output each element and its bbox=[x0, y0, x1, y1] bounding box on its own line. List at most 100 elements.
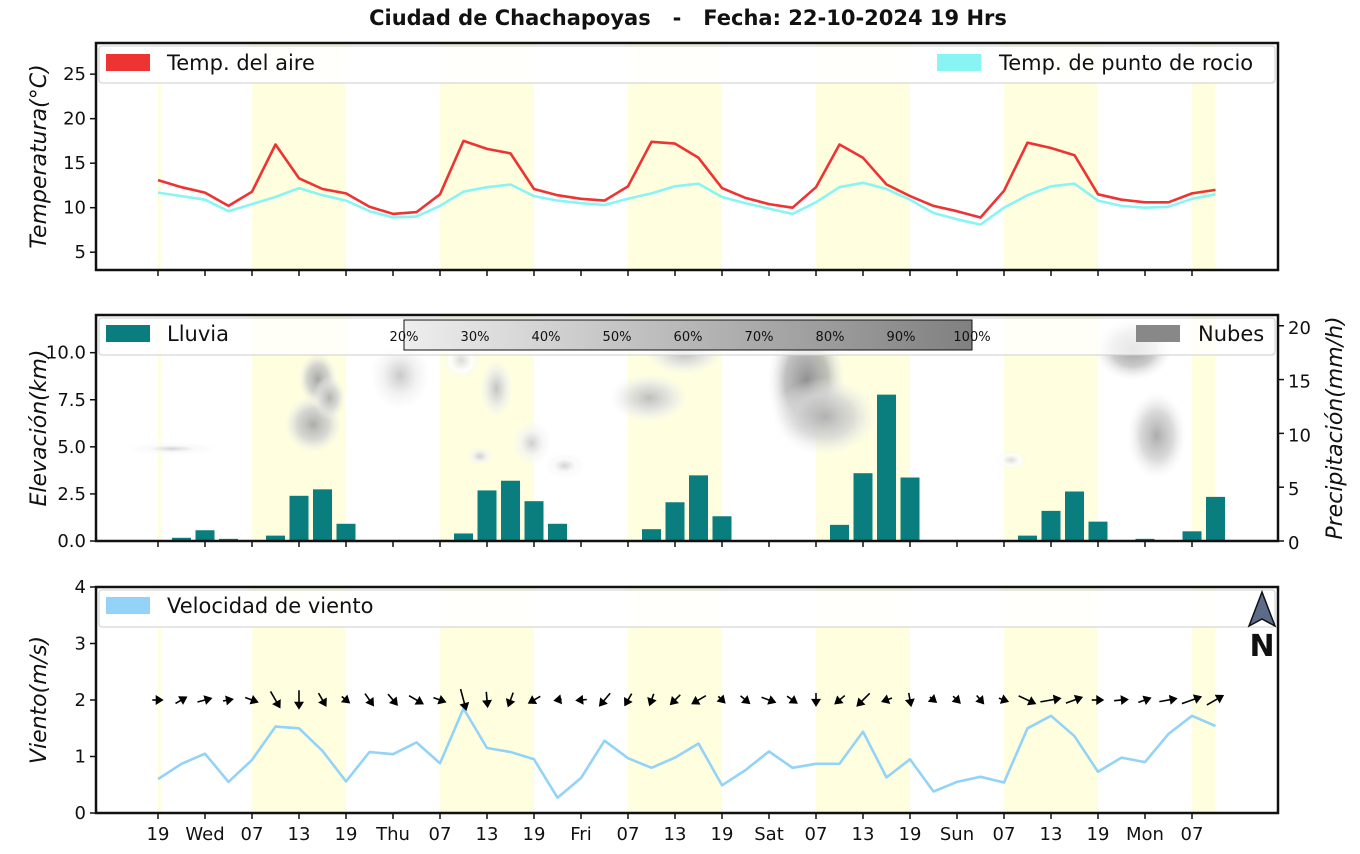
x-tick-label: 07 bbox=[805, 824, 828, 845]
wind-arrow bbox=[927, 694, 938, 704]
wind-arrow bbox=[152, 695, 164, 705]
wind-arrow bbox=[294, 690, 304, 710]
colorbar-label: 40% bbox=[532, 330, 561, 345]
daylight-band bbox=[158, 315, 161, 541]
y-tick-label: 2.5 bbox=[57, 484, 86, 505]
rain-bar bbox=[501, 480, 520, 541]
x-tick-label: 13 bbox=[288, 824, 311, 845]
cloud-region bbox=[544, 453, 585, 478]
y-tick-label: 25 bbox=[63, 64, 86, 85]
y-right-tick-label: 15 bbox=[1288, 372, 1311, 393]
rain-bar bbox=[877, 394, 896, 541]
wind-arrow bbox=[951, 694, 961, 704]
wind-arrow bbox=[1159, 694, 1178, 705]
x-tick-label: Wed bbox=[185, 824, 224, 845]
wind-arrow bbox=[1018, 695, 1037, 706]
x-tick-label: 13 bbox=[476, 824, 499, 845]
colorbar-label: 100% bbox=[953, 330, 990, 345]
wind-arrow bbox=[598, 692, 611, 707]
y-axis-label: Temperatura(°C) bbox=[27, 64, 52, 248]
wind-arrow bbox=[1181, 694, 1203, 705]
wind-arrow bbox=[647, 693, 657, 707]
x-tick-label: 19 bbox=[711, 824, 734, 845]
y-tick-label: 10.0 bbox=[46, 343, 86, 364]
rain-bar bbox=[665, 502, 685, 541]
wind-arrow bbox=[387, 693, 398, 706]
x-tick-label: Thu bbox=[375, 824, 410, 845]
rain-bar bbox=[712, 516, 732, 541]
wind-arrow bbox=[669, 694, 681, 706]
legend-label: Lluvia bbox=[167, 322, 229, 346]
colorbar-label: 30% bbox=[461, 330, 490, 345]
x-tick-label: 07 bbox=[1181, 824, 1204, 845]
wind-arrow bbox=[834, 694, 846, 705]
colorbar-label: 20% bbox=[390, 330, 419, 345]
y-tick-label: 20 bbox=[63, 109, 86, 130]
daylight-band bbox=[158, 43, 161, 270]
rain-bar bbox=[1206, 496, 1225, 541]
daylight-band bbox=[1192, 43, 1216, 270]
cloud-region bbox=[1127, 391, 1187, 480]
x-tick-label: 07 bbox=[617, 824, 640, 845]
axes-frame bbox=[94, 41, 1280, 272]
rain-bar bbox=[1088, 521, 1108, 541]
wind-arrow bbox=[505, 692, 516, 708]
wind-arrow bbox=[222, 695, 234, 706]
x-tick-label: 13 bbox=[852, 824, 875, 845]
x-tick-label: Fri bbox=[570, 824, 591, 845]
rain-bar bbox=[1065, 491, 1084, 541]
y-tick-label: 0.0 bbox=[57, 531, 86, 552]
legend-label: Nubes bbox=[1198, 322, 1264, 346]
colorbar-label: 80% bbox=[816, 330, 845, 345]
legend-label: Temp. del aire bbox=[166, 51, 315, 75]
wind-arrow bbox=[408, 694, 424, 705]
north-arrow-icon: N bbox=[1247, 589, 1277, 664]
rain-bar bbox=[900, 477, 920, 541]
rain-bar bbox=[454, 533, 473, 541]
y-tick-label: 2 bbox=[75, 690, 86, 711]
x-tick-label: Mon bbox=[1126, 824, 1164, 845]
wind-arrow bbox=[575, 694, 587, 705]
x-tick-label: 07 bbox=[241, 824, 264, 845]
y-tick-label: 10 bbox=[63, 198, 86, 219]
chart-title: Ciudad de Chachapoyas - Fecha: 22-10-202… bbox=[369, 6, 1007, 30]
y-right-tick-label: 10 bbox=[1288, 425, 1311, 446]
wind-arrow bbox=[623, 693, 633, 707]
cloud-region bbox=[511, 421, 552, 466]
y-axis-label: Elevación(km) bbox=[27, 350, 52, 507]
panel-1: 5 10 15 20 25 Temperatura(°C) Temp. del aire Te… bbox=[27, 41, 1280, 276]
rain-bar bbox=[524, 501, 544, 541]
wind-arrow bbox=[244, 695, 259, 705]
wind-arrow bbox=[553, 694, 563, 705]
rain-bar bbox=[195, 530, 215, 541]
cloud-region bbox=[479, 359, 513, 418]
y-tick-label: 5.0 bbox=[57, 437, 86, 458]
daylight-band bbox=[1192, 587, 1216, 813]
y-right-tick-label: 0 bbox=[1288, 533, 1299, 554]
rain-bar bbox=[548, 523, 567, 541]
y-tick-label: 3 bbox=[75, 634, 86, 655]
rain-bar bbox=[266, 535, 285, 541]
colorbar-label: 50% bbox=[603, 330, 632, 345]
rain-bar bbox=[172, 537, 191, 541]
wind-arrow bbox=[269, 691, 281, 709]
wind-arrow bbox=[881, 694, 893, 704]
x-tick-label: 13 bbox=[1040, 824, 1063, 845]
wind-arrow bbox=[975, 694, 985, 705]
x-tick-label: 19 bbox=[147, 824, 170, 845]
wind-arrow bbox=[786, 695, 798, 704]
wind-arrow bbox=[856, 692, 871, 707]
axes-frame bbox=[94, 585, 1280, 815]
y-tick-label: 0 bbox=[75, 803, 86, 824]
wind-arrow bbox=[904, 692, 915, 708]
north-label: N bbox=[1249, 629, 1274, 664]
rain-bar bbox=[1041, 510, 1061, 541]
legend-label: Temp. de punto de rocio bbox=[998, 51, 1253, 75]
legend-swatch bbox=[1136, 325, 1180, 342]
legend-swatch bbox=[106, 597, 150, 614]
cloud-region bbox=[129, 442, 215, 455]
wind-arrow bbox=[1206, 694, 1225, 706]
wind-arrow bbox=[459, 688, 470, 711]
